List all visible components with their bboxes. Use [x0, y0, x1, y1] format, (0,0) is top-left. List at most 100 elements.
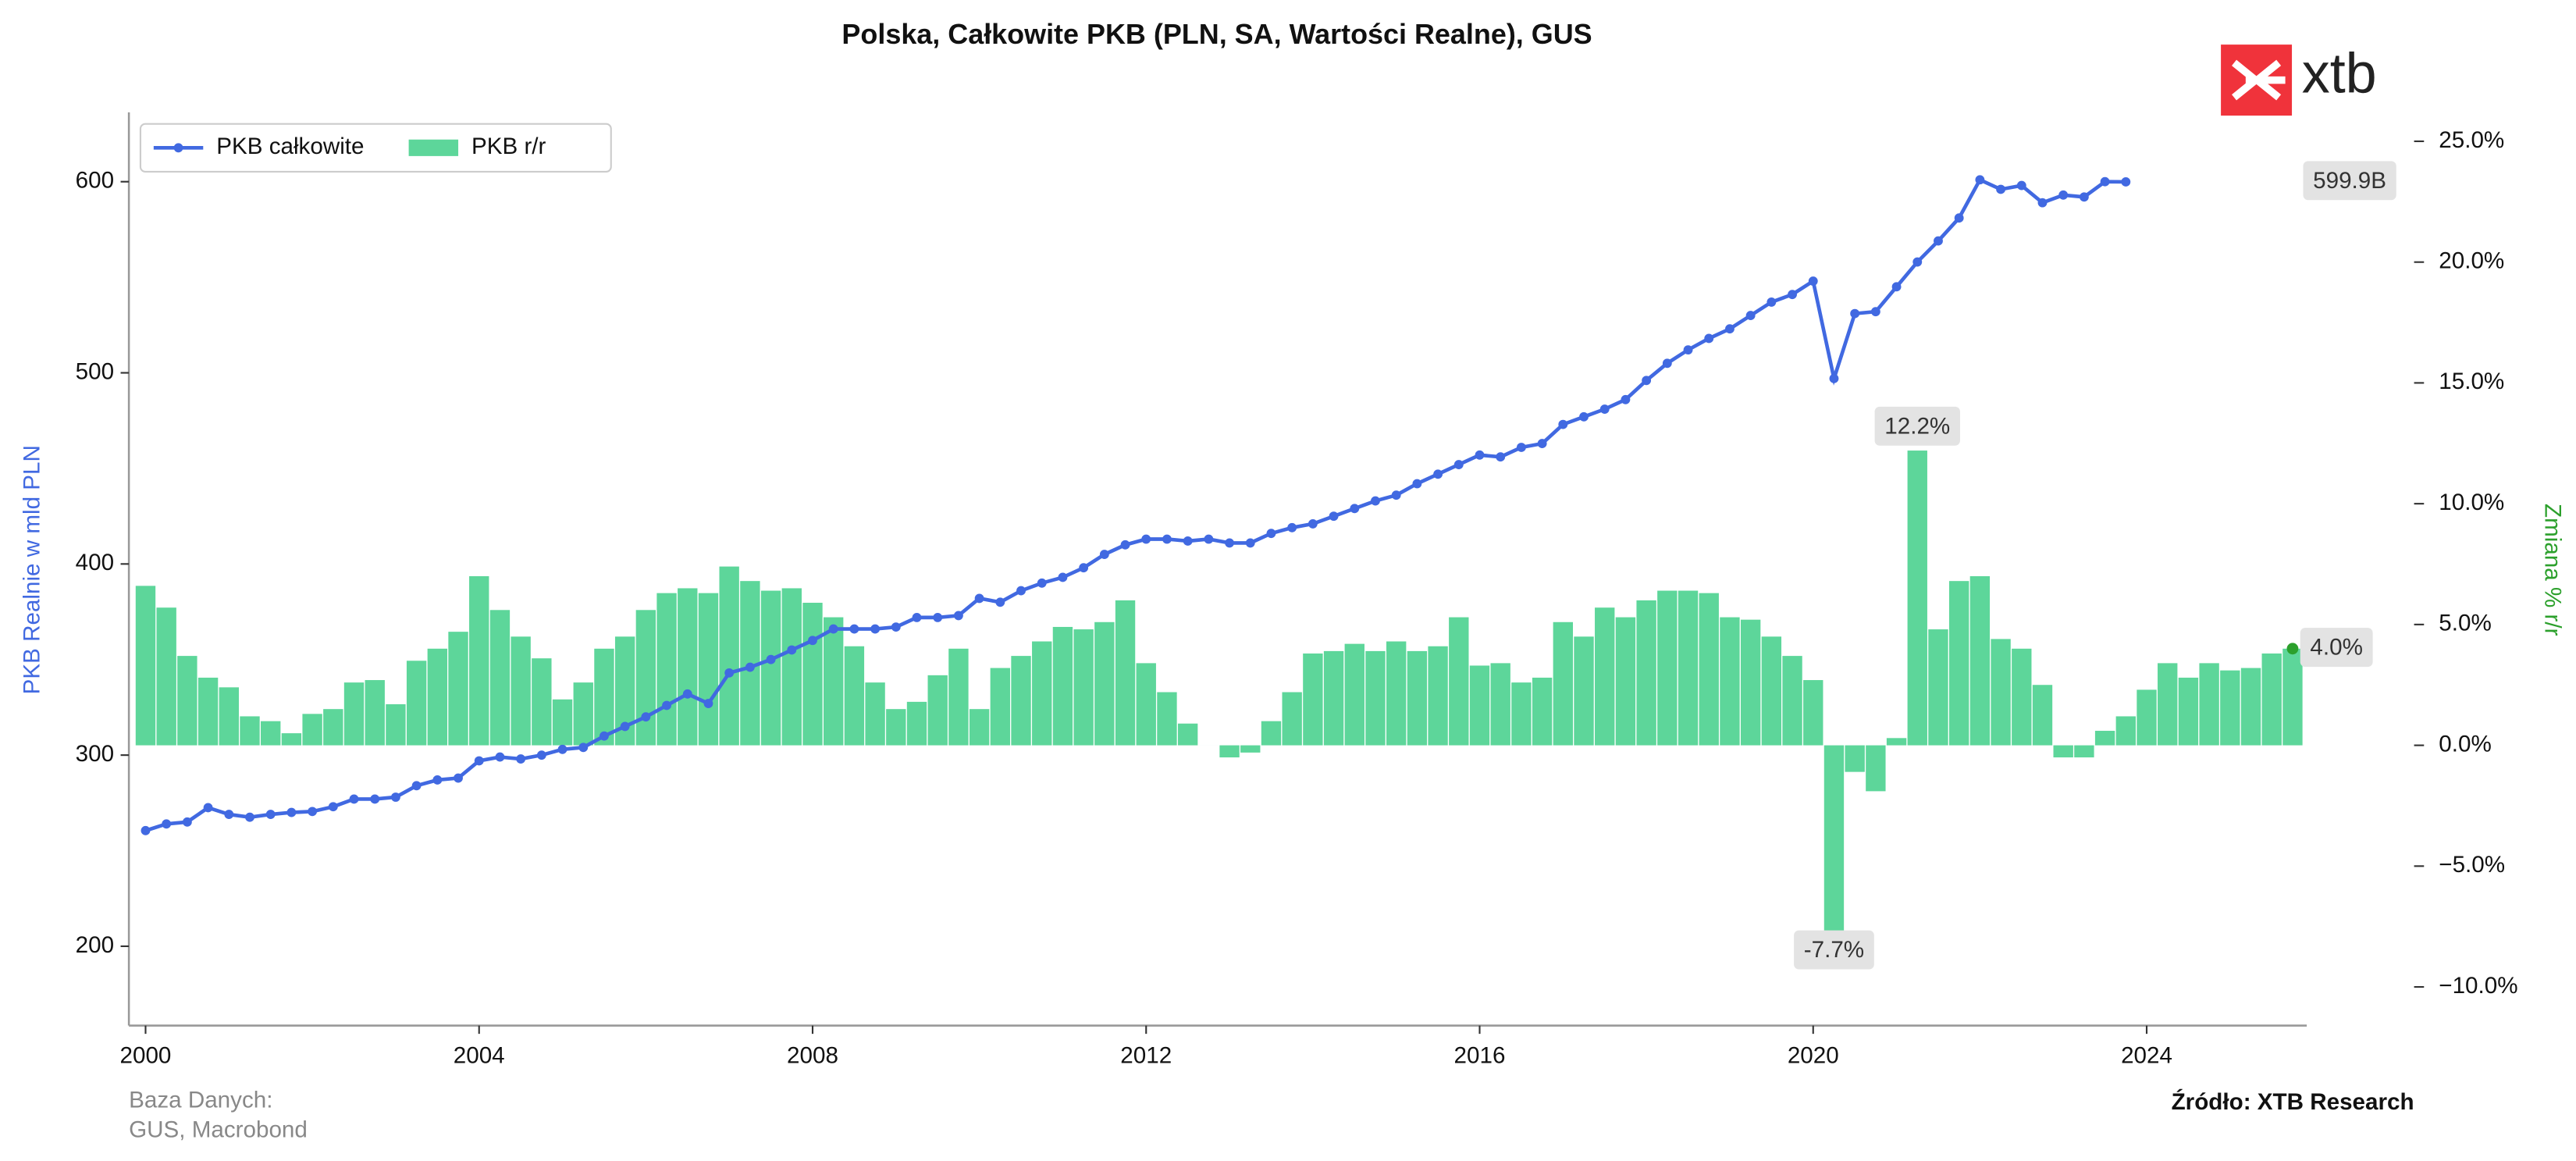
y-tick-label: 400	[76, 550, 114, 575]
logo-mark	[2232, 59, 2286, 101]
bar	[1991, 639, 2011, 746]
line-marker	[1287, 522, 1297, 532]
value-label: 12.2%	[1874, 406, 1960, 446]
bar	[1032, 641, 1052, 746]
line-marker	[641, 712, 651, 722]
bar	[1094, 621, 1115, 746]
legend-label: PKB r/r	[471, 134, 546, 159]
line-marker	[1745, 311, 1756, 320]
bar	[1803, 680, 1823, 746]
line-marker	[1934, 236, 1943, 246]
line-marker	[1079, 563, 1089, 573]
bar	[1303, 654, 1323, 746]
bar	[365, 680, 385, 746]
y2-tick-label: −10.0%	[2439, 973, 2517, 999]
bar	[219, 687, 239, 746]
bar	[990, 668, 1011, 746]
value-label-text: 4.0%	[2310, 635, 2363, 661]
credit: Źródło: XTB Research	[2172, 1088, 2414, 1115]
bar	[343, 682, 365, 746]
line-marker	[600, 731, 609, 741]
bar	[1511, 682, 1532, 746]
bar	[824, 617, 844, 746]
bar	[1469, 665, 1490, 746]
x-tick-label: 2020	[1788, 1043, 1839, 1069]
bar	[2012, 648, 2032, 746]
bar	[1532, 677, 1553, 746]
legend-label: PKB całkowite	[216, 134, 364, 159]
line-marker	[1975, 175, 1985, 185]
line-marker	[1996, 184, 2006, 194]
bar	[1969, 575, 1991, 746]
bar	[1490, 663, 1510, 746]
line-marker	[203, 803, 213, 813]
line-marker	[245, 812, 254, 822]
bar	[532, 658, 552, 746]
line-marker	[2058, 190, 2069, 200]
bars	[135, 451, 2303, 931]
line-marker	[286, 807, 297, 817]
line-marker	[1683, 345, 1693, 355]
bar	[1073, 629, 1094, 746]
bar	[1720, 617, 1740, 746]
bar	[240, 716, 260, 746]
annotations: 599.9B -7.7% 12.2% 4.0%	[1794, 161, 2396, 970]
value-label-text: 12.2%	[1884, 413, 1950, 439]
line-marker	[1141, 534, 1151, 544]
bar	[552, 699, 573, 746]
bar	[427, 648, 448, 746]
bar	[1699, 593, 1719, 746]
bar	[177, 656, 197, 746]
line-marker	[1412, 479, 1422, 489]
line-marker	[724, 668, 735, 678]
bar	[698, 593, 719, 746]
bar	[406, 661, 427, 746]
value-label: 4.0%	[2300, 628, 2373, 668]
line-marker	[1767, 297, 1777, 307]
bar	[1157, 692, 1177, 746]
bar	[1240, 745, 1261, 753]
bar	[1615, 617, 1636, 746]
line-marker	[224, 810, 234, 819]
legend: PKB całkowite PKB r/r	[139, 123, 612, 173]
bar	[1115, 600, 1136, 746]
bar	[1761, 636, 1782, 746]
line-marker	[1475, 450, 1485, 460]
line-marker	[1954, 213, 1964, 223]
bar	[865, 682, 885, 746]
line-marker	[1204, 534, 1214, 544]
bar	[1553, 621, 1573, 746]
line-marker	[1537, 439, 1547, 449]
bar	[927, 675, 948, 746]
bar	[323, 709, 343, 746]
bar	[719, 566, 739, 746]
line-marker	[474, 756, 484, 766]
bar	[1678, 590, 1699, 746]
bar	[1823, 745, 1845, 931]
line-marker	[1225, 538, 1234, 548]
line-marker	[328, 802, 338, 812]
bar	[1928, 629, 1948, 746]
line-marker	[2121, 177, 2131, 187]
line-marker	[1058, 572, 1068, 582]
y2-tick-label: −5.0%	[2439, 852, 2505, 878]
line-marker	[703, 699, 713, 708]
bar	[1886, 738, 1907, 746]
line-marker	[1308, 518, 1318, 529]
bar	[1219, 745, 1240, 758]
line-marker	[1725, 324, 1735, 334]
bar	[281, 733, 302, 746]
bar	[1428, 646, 1448, 746]
bar	[2094, 731, 2115, 746]
bar	[1323, 650, 1344, 746]
bar	[1574, 636, 1594, 746]
y2-tick-label: 15.0%	[2439, 369, 2504, 394]
line-marker	[2037, 198, 2048, 208]
bar	[886, 709, 906, 746]
line-marker	[1037, 578, 1047, 588]
bar	[2115, 716, 2136, 746]
line-marker	[182, 817, 192, 827]
line-marker	[1162, 534, 1172, 544]
bar	[1740, 619, 1761, 746]
bar	[302, 714, 322, 746]
